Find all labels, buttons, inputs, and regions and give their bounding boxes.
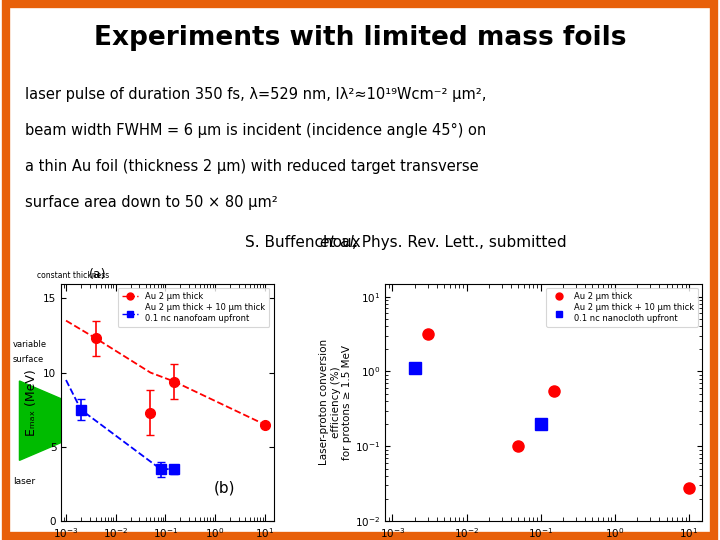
Bar bbox=[147, 352, 159, 392]
Text: , Phys. Rev. Lett., submitted: , Phys. Rev. Lett., submitted bbox=[352, 235, 567, 250]
Text: beam width FWHM = 6 μm is incident (incidence angle 45°) on: beam width FWHM = 6 μm is incident (inci… bbox=[25, 123, 487, 138]
Text: variable: variable bbox=[13, 340, 47, 349]
Legend: Au 2 μm thick, Au 2 μm thick + 10 μm thick
0.1 nᴄ nanofoam upfront: Au 2 μm thick, Au 2 μm thick + 10 μm thi… bbox=[117, 288, 269, 327]
Text: laser: laser bbox=[13, 477, 35, 486]
Text: a thin Au foil (thickness 2 μm) with reduced target transverse: a thin Au foil (thickness 2 μm) with red… bbox=[25, 159, 479, 174]
Text: surface area down to 50 × 80 μm²: surface area down to 50 × 80 μm² bbox=[25, 195, 278, 210]
Text: Experiments with limited mass foils: Experiments with limited mass foils bbox=[94, 25, 626, 51]
Text: et al.: et al. bbox=[320, 235, 359, 250]
Text: constant thickness: constant thickness bbox=[37, 271, 109, 280]
Y-axis label: Eₘₐₓ (MeV): Eₘₐₓ (MeV) bbox=[24, 369, 37, 436]
Bar bbox=[147, 410, 159, 453]
Text: RCF with hole: RCF with hole bbox=[162, 357, 211, 363]
Text: spectrometer: spectrometer bbox=[162, 429, 211, 435]
Text: S. Buffenchoux: S. Buffenchoux bbox=[246, 235, 366, 250]
Text: (a): (a) bbox=[89, 268, 106, 281]
Legend: Au 2 μm thick, Au 2 μm thick + 10 μm thick
0.1 nᴄ nanocloth upfront: Au 2 μm thick, Au 2 μm thick + 10 μm thi… bbox=[546, 288, 698, 327]
Bar bbox=[112, 307, 124, 505]
Text: Magnetic: Magnetic bbox=[162, 413, 195, 419]
Text: surface: surface bbox=[13, 355, 44, 364]
Y-axis label: Laser-proton conversion
efficiency (%)
for protons ≥ 1.5 MeV: Laser-proton conversion efficiency (%) f… bbox=[319, 339, 352, 465]
Polygon shape bbox=[19, 381, 112, 460]
Text: laser pulse of duration 350 fs, λ=529 nm, Iλ²≈10¹⁹Wcm⁻² μm²,: laser pulse of duration 350 fs, λ=529 nm… bbox=[25, 86, 487, 102]
Text: (b): (b) bbox=[214, 481, 235, 496]
